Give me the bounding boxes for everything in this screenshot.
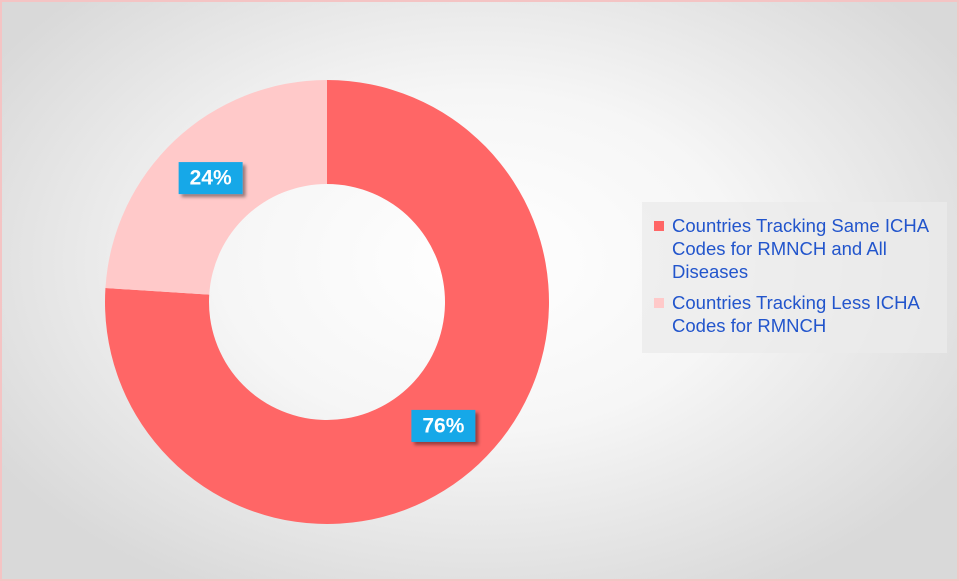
legend-label: Countries Tracking Less ICHA Codes for R… (672, 292, 919, 336)
legend-swatch (654, 298, 664, 308)
data-label: 24% (178, 162, 243, 195)
label-text: 24% (190, 167, 232, 190)
label-text: 76% (422, 414, 464, 437)
legend-entry: Countries Tracking Less ICHA Codes for R… (642, 291, 947, 337)
label-box (178, 162, 243, 195)
legend-entry: Countries Tracking Same ICHA Codes for R… (642, 214, 947, 283)
data-label: 76% (411, 409, 476, 442)
legend: Countries Tracking Same ICHA Codes for R… (642, 202, 947, 353)
label-box (411, 409, 476, 442)
legend-swatch (654, 221, 664, 231)
legend-label: Countries Tracking Same ICHA Codes for R… (672, 215, 929, 282)
